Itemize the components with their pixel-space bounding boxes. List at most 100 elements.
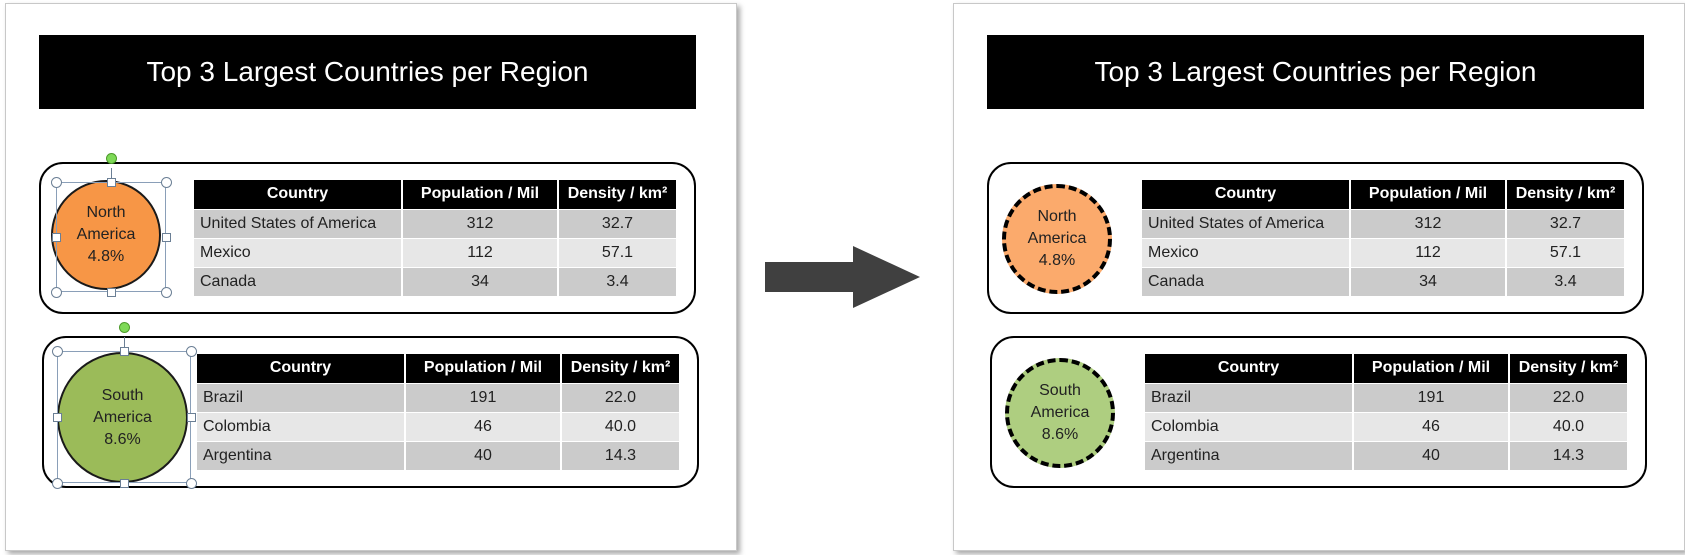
population-cell: 112 xyxy=(1350,237,1507,267)
resize-handle-e[interactable] xyxy=(162,233,171,242)
population-cell: 312 xyxy=(402,208,559,238)
country-cell: Colombia xyxy=(197,411,406,441)
population-cell: 34 xyxy=(402,266,559,296)
slide-title[interactable]: Top 3 Largest Countries per Region xyxy=(39,35,696,109)
resize-handle-sw[interactable] xyxy=(51,287,62,298)
column-header-population: Population / Mil xyxy=(402,180,559,209)
north-america-box[interactable]: North America 4.8% Country Population / … xyxy=(987,162,1644,314)
south-america-table[interactable]: Country Population / Mil Density / km² B… xyxy=(1145,354,1627,470)
resize-handle-n[interactable] xyxy=(120,347,129,356)
density-cell: 40.0 xyxy=(1509,411,1627,441)
slide-after: Top 3 Largest Countries per Region North… xyxy=(953,3,1685,551)
country-cell: Canada xyxy=(194,266,403,296)
resize-handle-nw[interactable] xyxy=(51,177,62,188)
south-america-circle[interactable]: South America 8.6% xyxy=(57,352,188,483)
density-cell: 32.7 xyxy=(558,208,676,238)
south-america-table[interactable]: Country Population / Mil Density / km² B… xyxy=(197,354,679,470)
population-cell: 112 xyxy=(402,237,559,267)
resize-handle-ne[interactable] xyxy=(161,177,172,188)
density-cell: 22.0 xyxy=(561,382,679,412)
column-header-density: Density / km² xyxy=(1509,354,1627,383)
column-header-country: Country xyxy=(1142,180,1351,209)
density-cell: 3.4 xyxy=(558,266,676,296)
rotation-handle[interactable] xyxy=(119,322,130,333)
circle-percent: 4.8% xyxy=(1038,252,1076,269)
density-cell: 57.1 xyxy=(558,237,676,267)
south-america-circle[interactable]: South America 8.6% xyxy=(1005,358,1115,468)
resize-handle-nw[interactable] xyxy=(52,346,63,357)
population-cell: 191 xyxy=(405,382,562,412)
rotation-handle[interactable] xyxy=(106,153,117,164)
density-cell: 22.0 xyxy=(1509,382,1627,412)
resize-handle-s[interactable] xyxy=(120,479,129,488)
density-cell: 14.3 xyxy=(561,440,679,470)
column-header-density: Density / km² xyxy=(558,180,676,209)
table-row: Argentina 40 14.3 xyxy=(197,440,679,470)
circle-label-line2: America xyxy=(93,408,152,426)
slide-before: Top 3 Largest Countries per Region North… xyxy=(5,3,737,551)
column-header-population: Population / Mil xyxy=(1353,354,1510,383)
resize-handle-w[interactable] xyxy=(53,413,62,422)
circle-percent: 8.6% xyxy=(1041,426,1079,443)
circle-label-line1: North xyxy=(86,204,126,221)
country-cell: Brazil xyxy=(197,382,406,412)
table-row: Canada 34 3.4 xyxy=(194,266,676,296)
population-cell: 312 xyxy=(1350,208,1507,238)
circle-label-line2: America xyxy=(1030,404,1090,421)
table-row: Mexico 112 57.1 xyxy=(1142,237,1624,267)
resize-handle-se[interactable] xyxy=(186,478,197,489)
resize-handle-ne[interactable] xyxy=(186,346,197,357)
circle-label-line1: South xyxy=(101,386,144,404)
population-cell: 40 xyxy=(1353,440,1510,470)
north-america-table[interactable]: Country Population / Mil Density / km² U… xyxy=(194,180,676,296)
north-america-box[interactable]: North America 4.8% Country Population / … xyxy=(39,162,696,314)
table-row: United States of America 312 32.7 xyxy=(1142,208,1624,238)
rotation-handle-line xyxy=(124,337,125,351)
slide-title[interactable]: Top 3 Largest Countries per Region xyxy=(987,35,1644,109)
country-cell: Mexico xyxy=(194,237,403,267)
country-cell: Colombia xyxy=(1145,411,1354,441)
table-row: Brazil 191 22.0 xyxy=(1145,382,1627,412)
column-header-country: Country xyxy=(1145,354,1354,383)
population-cell: 46 xyxy=(1353,411,1510,441)
country-cell: Mexico xyxy=(1142,237,1351,267)
population-cell: 191 xyxy=(1353,382,1510,412)
right-arrow-icon xyxy=(765,246,920,308)
population-cell: 46 xyxy=(405,411,562,441)
column-header-country: Country xyxy=(197,354,406,383)
north-america-circle[interactable]: North America 4.8% xyxy=(51,180,161,290)
column-header-density: Density / km² xyxy=(561,354,679,383)
south-america-box[interactable]: South America 8.6% Country Population / … xyxy=(42,336,699,488)
country-cell: United States of America xyxy=(194,208,403,238)
circle-percent: 8.6% xyxy=(104,430,141,448)
population-cell: 40 xyxy=(405,440,562,470)
table-row: Mexico 112 57.1 xyxy=(194,237,676,267)
column-header-density: Density / km² xyxy=(1506,180,1624,209)
table-row: Canada 34 3.4 xyxy=(1142,266,1624,296)
table-row: Brazil 191 22.0 xyxy=(197,382,679,412)
resize-handle-e[interactable] xyxy=(187,413,196,422)
circle-label-line2: America xyxy=(1027,230,1087,247)
circle-label-line1: South xyxy=(1039,382,1081,399)
density-cell: 3.4 xyxy=(1506,266,1624,296)
table-row: Argentina 40 14.3 xyxy=(1145,440,1627,470)
south-america-box[interactable]: South America 8.6% Country Population / … xyxy=(990,336,1647,488)
column-header-country: Country xyxy=(194,180,403,209)
column-header-population: Population / Mil xyxy=(405,354,562,383)
resize-handle-se[interactable] xyxy=(161,287,172,298)
country-cell: United States of America xyxy=(1142,208,1351,238)
rotation-handle-line xyxy=(111,168,112,182)
resize-handle-sw[interactable] xyxy=(52,478,63,489)
north-america-table[interactable]: Country Population / Mil Density / km² U… xyxy=(1142,180,1624,296)
table-row: United States of America 312 32.7 xyxy=(194,208,676,238)
resize-handle-s[interactable] xyxy=(107,288,116,297)
table-row: Colombia 46 40.0 xyxy=(197,411,679,441)
circle-percent: 4.8% xyxy=(87,248,125,265)
circle-label-line2: America xyxy=(76,226,136,243)
north-america-circle[interactable]: North America 4.8% xyxy=(1002,184,1112,294)
resize-handle-w[interactable] xyxy=(52,233,61,242)
resize-handle-n[interactable] xyxy=(107,178,116,187)
country-cell: Brazil xyxy=(1145,382,1354,412)
population-cell: 34 xyxy=(1350,266,1507,296)
column-header-population: Population / Mil xyxy=(1350,180,1507,209)
